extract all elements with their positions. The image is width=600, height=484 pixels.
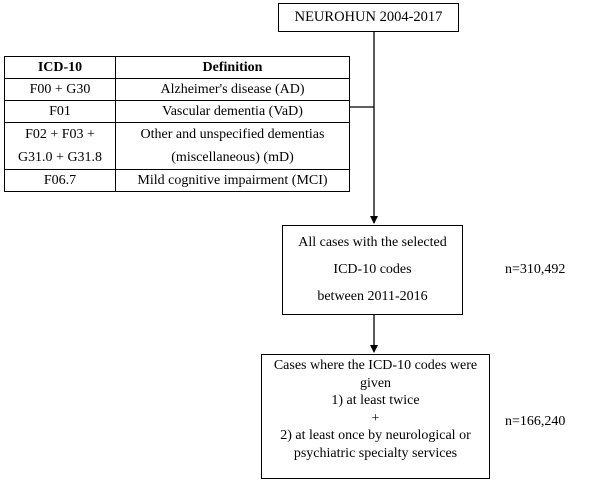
selected-cases-line: All cases with the selected xyxy=(298,235,447,250)
source-database-box: NEUROHUN 2004-2017 xyxy=(278,3,459,32)
icd-code-line: G31.0 + G31.8 xyxy=(17,150,103,165)
table-row: F06.7 Mild cognitive impairment (MCI) xyxy=(4,169,350,192)
final-cases-line: 1) at least twice xyxy=(331,393,420,408)
icd-code-cell: F01 xyxy=(4,100,116,123)
source-database-label: NEUROHUN 2004-2017 xyxy=(294,9,443,25)
final-cases-line: + xyxy=(371,410,380,426)
header-icd10: ICD-10 xyxy=(4,56,116,79)
table-header-row: ICD-10 Definition xyxy=(4,56,350,79)
definition-cell: Vascular dementia (VaD) xyxy=(115,100,350,123)
definition-cell: Alzheimer's disease (AD) xyxy=(115,78,350,101)
final-cases-line: given xyxy=(359,375,392,391)
icd10-definitions-table: ICD-10 Definition F00 + G30 Alzheimer's … xyxy=(4,56,350,192)
selected-cases-line: ICD-10 codes xyxy=(333,262,412,277)
final-cases-line: 2) at least once by neurological or xyxy=(280,428,471,443)
selected-cases-count: n=310,492 xyxy=(505,262,566,277)
icd-code-cell: F02 + F03 + G31.0 + G31.8 xyxy=(4,122,116,170)
definition-cell: Other and unspecified dementias (miscell… xyxy=(115,122,350,170)
icd-code-line: F02 + F03 + xyxy=(25,127,95,142)
icd-code-cell: F00 + G30 xyxy=(4,78,116,101)
table-row: F00 + G30 Alzheimer's disease (AD) xyxy=(4,78,350,101)
definition-cell: Mild cognitive impairment (MCI) xyxy=(115,169,350,192)
header-definition: Definition xyxy=(115,56,350,79)
selected-cases-line: between 2011-2016 xyxy=(317,289,428,304)
final-cases-box: Cases where the ICD-10 codes were given … xyxy=(261,354,490,479)
final-cases-line: psychiatric specialty services xyxy=(293,445,458,461)
table-row: F02 + F03 + G31.0 + G31.8 Other and unsp… xyxy=(4,122,350,170)
final-cases-line: Cases where the ICD-10 codes were xyxy=(273,358,478,373)
definition-line: Other and unspecified dementias xyxy=(140,127,325,142)
table-row: F01 Vascular dementia (VaD) xyxy=(4,100,350,123)
icd-code-cell: F06.7 xyxy=(4,169,116,192)
selected-cases-box: All cases with the selected ICD-10 codes… xyxy=(282,225,463,315)
definition-line: (miscellaneous) (mD) xyxy=(171,150,294,165)
final-cases-count: n=166,240 xyxy=(505,414,566,429)
